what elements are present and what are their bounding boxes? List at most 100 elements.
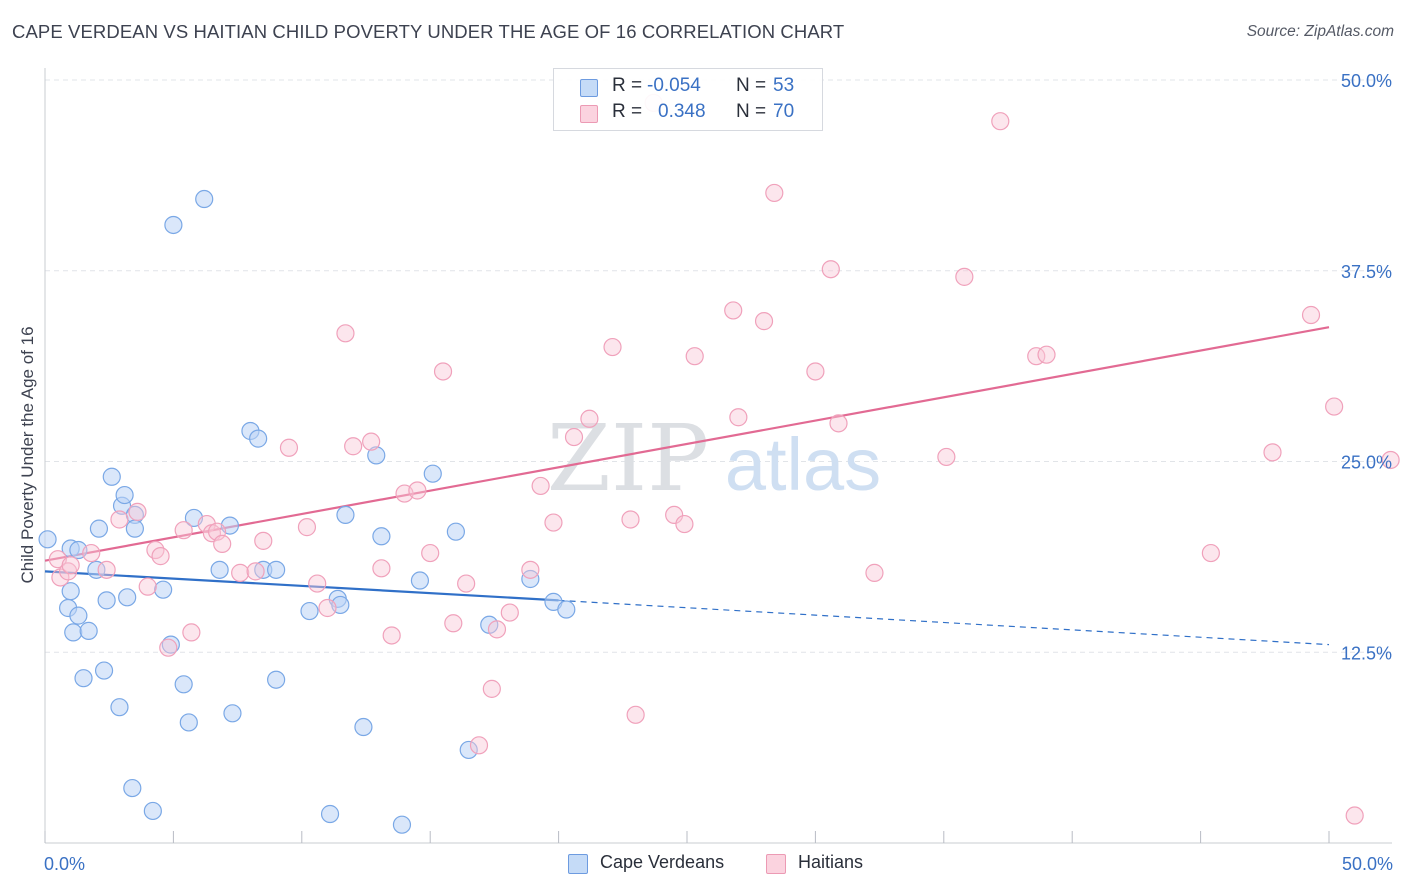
point-cape-verdean: [79, 621, 98, 640]
point-haitian: [675, 514, 694, 534]
point-cape-verdean: [410, 571, 430, 590]
point-cape-verdean: [557, 600, 576, 619]
legend-row-cape-verdeans: R = -0.054 N = 53: [554, 75, 822, 101]
point-haitian: [159, 638, 178, 657]
point-haitian: [626, 705, 645, 724]
point-cape-verdean: [179, 713, 198, 732]
data-points: [38, 93, 1400, 834]
point-haitian: [754, 312, 774, 331]
point-cape-verdean: [223, 704, 242, 723]
point-cape-verdean: [69, 606, 88, 625]
point-haitian: [174, 521, 193, 540]
point-cape-verdean: [64, 623, 83, 642]
y-tick-label: 37.5%: [1341, 262, 1392, 282]
point-haitian: [82, 543, 101, 563]
point-haitian: [344, 437, 363, 456]
point-haitian: [182, 623, 201, 642]
point-cape-verdean: [87, 560, 106, 579]
point-cape-verdean: [459, 740, 478, 760]
point-haitian: [308, 574, 327, 593]
r-value: 0.348: [658, 101, 706, 122]
point-cape-verdean: [423, 464, 442, 483]
point-haitian: [685, 347, 704, 366]
point-cape-verdean: [110, 698, 129, 717]
point-haitian: [564, 427, 584, 447]
point-haitian: [382, 626, 401, 645]
chart-title: CAPE VERDEAN VS HAITIAN CHILD POVERTY UN…: [12, 21, 845, 42]
point-cape-verdean: [210, 560, 229, 579]
point-cape-verdean: [94, 661, 114, 680]
point-cape-verdean: [354, 717, 373, 737]
point-haitian: [765, 183, 784, 203]
point-haitian: [61, 556, 80, 575]
point-cape-verdean: [74, 669, 93, 688]
point-cape-verdean: [102, 467, 121, 486]
point-cape-verdean: [118, 588, 137, 607]
point-cape-verdean: [115, 485, 134, 505]
point-cape-verdean: [521, 569, 540, 589]
point-haitian: [829, 414, 848, 433]
point-haitian: [1037, 345, 1056, 364]
point-haitian: [279, 438, 299, 457]
point-haitian: [297, 518, 317, 537]
point-haitian: [729, 408, 748, 427]
point-cape-verdean: [372, 527, 391, 546]
point-cape-verdean: [161, 635, 180, 654]
point-cape-verdean: [300, 601, 319, 621]
point-haitian: [138, 577, 157, 596]
watermark-zip: ZIP: [547, 405, 709, 512]
watermark: ZIP atlas: [547, 405, 881, 512]
point-haitian: [246, 562, 265, 581]
point-haitian: [1201, 543, 1220, 563]
point-haitian: [955, 267, 974, 286]
r-value: -0.054: [647, 75, 701, 96]
watermark-atlas: atlas: [725, 423, 881, 506]
point-cape-verdean: [367, 446, 386, 465]
axes: [44, 68, 1392, 844]
point-haitian: [544, 513, 563, 532]
point-haitian: [521, 560, 540, 579]
point-haitian: [1263, 443, 1282, 462]
point-cape-verdean: [320, 804, 340, 824]
point-haitian: [336, 324, 355, 343]
point-haitian: [937, 447, 956, 467]
point-haitian: [372, 559, 391, 578]
point-haitian: [482, 679, 501, 698]
point-cape-verdean: [143, 801, 162, 821]
point-cape-verdean: [38, 530, 57, 549]
y-tick-label: 25.0%: [1341, 453, 1392, 473]
point-haitian: [821, 260, 840, 279]
point-haitian: [469, 736, 489, 755]
point-haitian: [197, 514, 216, 534]
point-haitian: [457, 574, 476, 593]
trend-line-cape-verdeans-extension: [558, 599, 1330, 646]
point-haitian: [421, 543, 440, 563]
point-cape-verdean: [336, 505, 355, 525]
legend-swatch-blue: [568, 854, 588, 874]
point-haitian: [500, 603, 519, 622]
point-haitian: [1381, 450, 1400, 470]
point-haitian: [110, 510, 129, 529]
point-cape-verdean: [392, 815, 412, 834]
legend-row-haitians: R = 0.348 N = 70: [554, 101, 822, 127]
point-cape-verdean: [97, 591, 116, 610]
point-haitian: [1345, 806, 1364, 825]
gridlines: [45, 79, 1392, 653]
point-cape-verdean: [125, 519, 144, 538]
point-haitian: [621, 510, 640, 529]
n-value: 70: [773, 101, 795, 122]
x-tick-label: 0.0%: [44, 854, 85, 874]
point-haitian: [362, 432, 381, 451]
point-haitian: [408, 481, 427, 500]
trend-line-cape-verdeans: [44, 570, 559, 602]
tick-labels: 12.5% 25.0% 37.5% 50.0% 0.0% 50.0%: [44, 71, 1393, 874]
trend-line-haitians: [44, 326, 1330, 562]
point-haitian: [128, 502, 147, 521]
point-cape-verdean: [195, 189, 214, 209]
x-tick-label: 50.0%: [1342, 854, 1393, 874]
point-cape-verdean: [267, 670, 286, 689]
point-cape-verdean: [267, 560, 286, 579]
trend-lines: [44, 326, 1330, 646]
point-cape-verdean: [89, 519, 109, 538]
